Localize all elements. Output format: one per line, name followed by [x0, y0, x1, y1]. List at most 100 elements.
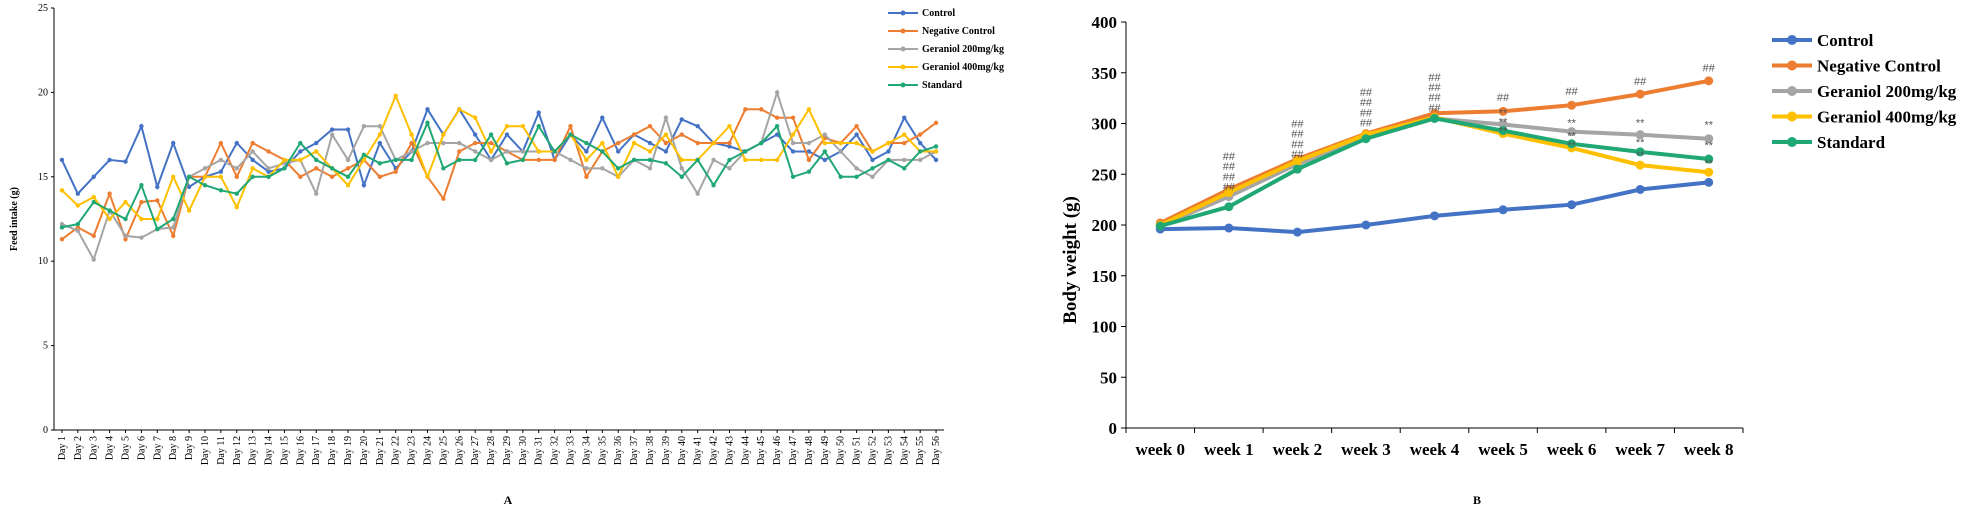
panel-b-chart: 0 50 100 150 200 250 300 350 400 week 0 week 1 wee… [1060, 13, 1957, 507]
panel-a-point-geraniol-200mg-kg [409, 149, 414, 154]
panel-b-y-tick-label: 0 [1109, 419, 1118, 438]
panel-a-point-negative-control [409, 140, 414, 146]
panel-a-point-standard [298, 140, 303, 146]
panel-a-point-geraniol-200mg-kg [870, 174, 875, 179]
panel-b-significance-mark: ## [1223, 181, 1236, 193]
panel-a-x-tick-label: Day 7 [152, 436, 163, 460]
panel-a-point-negative-control [584, 174, 589, 179]
panel-a-point-geraniol-400mg-kg [91, 194, 96, 200]
panel-a-point-geraniol-200mg-kg [504, 149, 510, 154]
panel-a-x-tick-label: Day 49 [820, 436, 831, 465]
panel-a-x-tick-label: Day 9 [184, 436, 195, 460]
panel-a-point-standard [886, 157, 891, 163]
panel-a-x-tick-label: Day 41 [693, 436, 704, 465]
panel-a-point-geraniol-400mg-kg [743, 157, 748, 163]
panel-a-point-control [250, 157, 255, 163]
panel-a-point-negative-control [806, 157, 812, 163]
panel-a-x-tick-label: Day 47 [788, 436, 799, 465]
panel-a-point-geraniol-400mg-kg [600, 140, 605, 146]
panel-a-point-negative-control [441, 196, 446, 201]
panel-a-point-negative-control [695, 140, 700, 146]
panel-a-x-tick-label: Day 45 [756, 436, 767, 465]
panel-a-point-standard [250, 174, 255, 179]
panel-a-point-standard [854, 174, 859, 179]
panel-a-x-tick-label: Day 24 [422, 436, 433, 465]
panel-a-point-geraniol-400mg-kg [457, 107, 462, 112]
panel-a-point-standard [59, 225, 65, 230]
panel-b-significance-mark: ## [1634, 76, 1647, 88]
panel-a-point-geraniol-400mg-kg [520, 123, 526, 129]
panel-a-label: A [504, 493, 513, 507]
panel-a-x-tick-label: Day 28 [486, 436, 497, 465]
panel-a-point-standard [774, 123, 780, 129]
panel-a-point-geraniol-400mg-kg [806, 107, 812, 112]
panel-b-x-tick-label: week 5 [1478, 440, 1528, 459]
panel-a-point-geraniol-400mg-kg [441, 132, 446, 137]
panel-a-point-negative-control [123, 237, 128, 242]
panel-a-point-negative-control [59, 237, 65, 242]
panel-a-point-control [139, 123, 144, 129]
panel-a-x-tick-label: Day 8 [168, 436, 179, 460]
panel-a-point-negative-control [568, 123, 573, 129]
panel-a-point-control [298, 149, 303, 154]
panel-a-point-geraniol-200mg-kg [695, 191, 700, 196]
panel-a-point-geraniol-400mg-kg [933, 149, 939, 154]
panel-a-point-geraniol-200mg-kg [679, 166, 684, 171]
panel-a-point-geraniol-200mg-kg [234, 166, 239, 171]
panel-b-point-standard [1567, 139, 1577, 149]
panel-b-legend-marker [1787, 86, 1797, 96]
panel-a-point-geraniol-400mg-kg [647, 149, 653, 154]
panel-a-legend-marker [900, 10, 906, 16]
panel-a-point-geraniol-400mg-kg [488, 149, 494, 154]
panel-a-point-geraniol-400mg-kg [75, 203, 81, 208]
panel-a-point-negative-control [234, 174, 239, 179]
panel-b-y-tick-label: 150 [1092, 267, 1118, 286]
panel-b-significance-mark: ## [1428, 82, 1441, 94]
panel-a-chart: 0 5 10 15 20 25 Day 1 Day 2 Day 3 Day 4 Day 5 Day … [9, 3, 1004, 507]
panel-a-x-tick-label: Day 1 [57, 436, 68, 460]
panel-b-point-standard [1361, 134, 1371, 144]
panel-a-x-tick-label: Day 2 [73, 436, 84, 460]
panel-a-point-geraniol-400mg-kg [854, 140, 859, 146]
panel-a-point-negative-control [107, 191, 112, 196]
panel-b-x-tick-label: week 8 [1684, 440, 1734, 459]
panel-a-x-tick-label: Day 37 [629, 436, 640, 465]
panel-a-point-negative-control [298, 174, 303, 179]
panel-a-point-control [75, 191, 81, 196]
panel-a-point-control [425, 107, 430, 112]
panel-a-point-standard [91, 199, 96, 205]
panel-a-point-negative-control [472, 140, 478, 146]
panel-a-point-geraniol-400mg-kg [536, 149, 541, 154]
panel-a-y-tick-label: 20 [38, 87, 48, 98]
panel-a-point-standard [584, 140, 589, 146]
panel-a-x-tick-label: Day 14 [264, 436, 275, 465]
panel-b-significance-mark: ** [1704, 140, 1713, 152]
panel-a-point-geraniol-400mg-kg [663, 132, 669, 137]
panel-a-point-geraniol-400mg-kg [314, 149, 319, 154]
panel-b-significance-mark: ## [1223, 151, 1236, 163]
panel-a-point-geraniol-400mg-kg [393, 93, 398, 98]
panel-a-x-tick-label: Day 22 [391, 436, 402, 465]
panel-a-point-standard [457, 157, 462, 163]
panel-a-x-tick-label: Day 29 [502, 436, 513, 465]
panel-a-point-standard [631, 157, 637, 163]
panel-b-significance-mark: ** [1567, 118, 1576, 130]
panel-a-point-geraniol-200mg-kg [854, 166, 859, 171]
panel-b-point-negative-control [1704, 76, 1714, 86]
panel-a-point-negative-control [536, 157, 541, 163]
panel-a-point-geraniol-200mg-kg [250, 149, 255, 154]
panel-b-label: B [1473, 493, 1481, 507]
panel-a-point-negative-control [854, 123, 859, 129]
panel-a-point-negative-control [457, 149, 462, 154]
panel-a-point-standard [870, 166, 875, 171]
panel-a-point-standard [504, 161, 510, 166]
panel-a-point-geraniol-200mg-kg [568, 157, 573, 163]
panel-b-point-standard [1704, 154, 1714, 164]
panel-a-point-geraniol-200mg-kg [806, 140, 812, 146]
panel-a-point-geraniol-200mg-kg [75, 228, 81, 234]
panel-a-point-standard [186, 174, 192, 179]
panel-a-point-standard [155, 226, 160, 232]
panel-a-point-negative-control [647, 123, 653, 129]
panel-b-significance-mark: ## [1360, 97, 1373, 109]
panel-b-point-control [1498, 205, 1508, 215]
